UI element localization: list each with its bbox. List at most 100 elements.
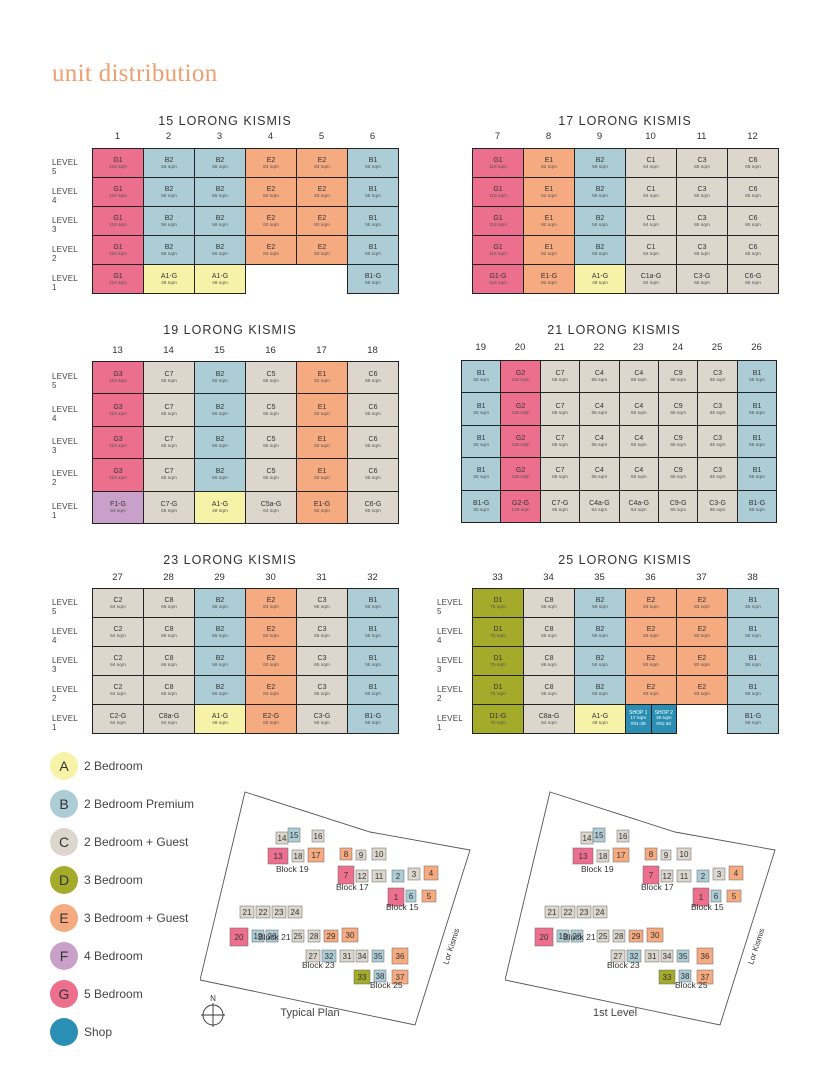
- unit-cell[interactable]: G2 119 sqm: [500, 392, 541, 426]
- unit-cell[interactable]: B2 56 sqm: [194, 675, 246, 705]
- unit-cell[interactable]: E2 83 sqm: [245, 646, 297, 676]
- unit-cell[interactable]: C8 66 sqm: [523, 617, 575, 647]
- unit-cell[interactable]: E2 83 sqm: [245, 617, 297, 647]
- unit-cell[interactable]: E1 82 sqm: [296, 425, 348, 460]
- unit-cell[interactable]: C6-G 65 sqm: [347, 490, 399, 524]
- unit-cell[interactable]: D1-G 75 sqm: [472, 704, 524, 734]
- unit-cell[interactable]: B1 55 sqm: [347, 675, 399, 705]
- unit-cell[interactable]: C5 65 sqm: [245, 361, 297, 395]
- unit-cell[interactable]: E1 82 sqm: [523, 148, 575, 178]
- unit-cell[interactable]: A1-G 48 sqm: [574, 704, 626, 734]
- unit-cell[interactable]: B2 56 sqm: [194, 646, 246, 676]
- unit-cell[interactable]: G2 119 sqm: [500, 360, 541, 394]
- unit-cell[interactable]: B1 55 sqm: [727, 617, 779, 647]
- unit-cell[interactable]: B1 55 sqm: [736, 392, 778, 426]
- unit-cell[interactable]: A1-G 48 sqm: [143, 264, 195, 294]
- unit-cell[interactable]: C3 65 sqm: [296, 617, 348, 647]
- unit-cell[interactable]: E2 83 sqm: [296, 235, 348, 265]
- unit-cell[interactable]: C8 66 sqm: [523, 588, 575, 618]
- unit-cell[interactable]: C8a-G 64 sqm: [523, 704, 575, 734]
- unit-cell[interactable]: B2 56 sqm: [194, 393, 246, 427]
- unit-cell[interactable]: B1 55 sqm: [347, 588, 399, 618]
- unit-cell[interactable]: B1 55 sqm: [347, 177, 399, 207]
- unit-cell[interactable]: E2 83 sqm: [676, 588, 728, 618]
- unit-cell[interactable]: G1 118 sqm: [472, 235, 524, 265]
- unit-cell[interactable]: E1 82 sqm: [523, 235, 575, 265]
- unit-cell[interactable]: C8 66 sqm: [143, 646, 195, 676]
- unit-cell[interactable]: C5 65 sqm: [245, 393, 297, 427]
- unit-cell[interactable]: C3 65 sqm: [296, 588, 348, 618]
- unit-cell[interactable]: F1-G 94 sqm: [92, 490, 144, 524]
- unit-cell[interactable]: C4 65 sqm: [618, 360, 659, 394]
- unit-cell[interactable]: B2 56 sqm: [574, 177, 626, 207]
- unit-cell[interactable]: G3 119 sqm: [92, 361, 144, 395]
- unit-cell[interactable]: C3 65 sqm: [676, 177, 728, 207]
- unit-cell[interactable]: B1 55 sqm: [347, 148, 399, 178]
- unit-cell[interactable]: B2 56 sqm: [143, 148, 195, 178]
- unit-cell[interactable]: C6-G 65 sqm: [727, 264, 779, 294]
- unit-cell[interactable]: E2 83 sqm: [296, 148, 348, 178]
- unit-cell[interactable]: G1 118 sqm: [92, 177, 144, 207]
- unit-cell[interactable]: B1 55 sqm: [727, 646, 779, 676]
- unit-cell[interactable]: C3 65 sqm: [697, 424, 738, 459]
- unit-cell[interactable]: C4 65 sqm: [618, 392, 659, 426]
- unit-cell[interactable]: C8 66 sqm: [523, 646, 575, 676]
- unit-cell[interactable]: E1-G 82 sqm: [296, 490, 348, 524]
- unit-cell[interactable]: E2-G 83 sqm: [245, 704, 297, 734]
- unit-cell[interactable]: E1 82 sqm: [296, 458, 348, 492]
- unit-cell[interactable]: B2 56 sqm: [194, 588, 246, 618]
- unit-cell[interactable]: C2-G 64 sqm: [92, 704, 144, 734]
- unit-cell[interactable]: D1 75 sqm: [472, 646, 524, 676]
- unit-cell[interactable]: E2 83 sqm: [625, 675, 677, 705]
- unit-cell[interactable]: E2 83 sqm: [245, 206, 297, 236]
- unit-cell[interactable]: B1 55 sqm: [727, 588, 779, 618]
- unit-cell[interactable]: C3-G 65 sqm: [697, 489, 738, 523]
- unit-cell[interactable]: B1-G 55 sqm: [736, 489, 778, 523]
- shop-cell[interactable]: SHOP 2 18 sqm #01-40: [650, 704, 677, 734]
- unit-cell[interactable]: E2 83 sqm: [245, 235, 297, 265]
- unit-cell[interactable]: C4a-G 64 sqm: [579, 489, 620, 523]
- unit-cell[interactable]: C2 64 sqm: [92, 646, 144, 676]
- unit-cell[interactable]: C7 65 sqm: [539, 360, 581, 394]
- unit-cell[interactable]: B2 56 sqm: [574, 148, 626, 178]
- unit-cell[interactable]: C6 65 sqm: [347, 361, 399, 395]
- unit-cell[interactable]: C2 64 sqm: [92, 617, 144, 647]
- unit-cell[interactable]: E2 83 sqm: [296, 206, 348, 236]
- unit-cell[interactable]: E1 82 sqm: [523, 177, 575, 207]
- unit-cell[interactable]: C4 65 sqm: [618, 457, 659, 491]
- unit-cell[interactable]: C2 64 sqm: [92, 675, 144, 705]
- unit-cell[interactable]: C7 65 sqm: [143, 458, 195, 492]
- unit-cell[interactable]: C7-G 65 sqm: [143, 490, 195, 524]
- unit-cell[interactable]: E2 83 sqm: [625, 588, 677, 618]
- unit-cell[interactable]: C6 65 sqm: [727, 206, 779, 236]
- unit-cell[interactable]: A1-G 48 sqm: [194, 490, 246, 524]
- unit-cell[interactable]: E2 83 sqm: [676, 617, 728, 647]
- unit-cell[interactable]: B2 56 sqm: [194, 235, 246, 265]
- unit-cell[interactable]: B1-G 55 sqm: [347, 264, 399, 294]
- unit-cell[interactable]: B1-G 55 sqm: [727, 704, 779, 734]
- unit-cell[interactable]: C5 65 sqm: [245, 458, 297, 492]
- unit-cell[interactable]: B1 55 sqm: [736, 457, 778, 491]
- unit-cell[interactable]: G3 119 sqm: [92, 393, 144, 427]
- unit-cell[interactable]: B1-G 55 sqm: [461, 489, 502, 523]
- unit-cell[interactable]: C7 65 sqm: [539, 424, 581, 459]
- unit-cell[interactable]: B2 56 sqm: [194, 177, 246, 207]
- unit-cell[interactable]: B2 56 sqm: [574, 617, 626, 647]
- unit-cell[interactable]: C9 66 sqm: [658, 457, 699, 491]
- unit-cell[interactable]: G1 118 sqm: [92, 206, 144, 236]
- unit-cell[interactable]: C8 66 sqm: [143, 675, 195, 705]
- unit-cell[interactable]: A1-G 48 sqm: [574, 264, 626, 294]
- unit-cell[interactable]: E2 83 sqm: [625, 617, 677, 647]
- unit-cell[interactable]: A1-G 48 sqm: [194, 704, 246, 734]
- unit-cell[interactable]: B1 55 sqm: [347, 646, 399, 676]
- unit-cell[interactable]: C3 65 sqm: [676, 148, 728, 178]
- unit-cell[interactable]: C3 65 sqm: [296, 675, 348, 705]
- unit-cell[interactable]: C3 65 sqm: [296, 646, 348, 676]
- unit-cell[interactable]: C5a-G 64 sqm: [245, 490, 297, 524]
- unit-cell[interactable]: C3 65 sqm: [676, 206, 728, 236]
- unit-cell[interactable]: B1 55 sqm: [347, 617, 399, 647]
- unit-cell[interactable]: E2 83 sqm: [245, 148, 297, 178]
- unit-cell[interactable]: B1 55 sqm: [461, 424, 502, 459]
- unit-cell[interactable]: B2 56 sqm: [574, 206, 626, 236]
- unit-cell[interactable]: E2 83 sqm: [625, 646, 677, 676]
